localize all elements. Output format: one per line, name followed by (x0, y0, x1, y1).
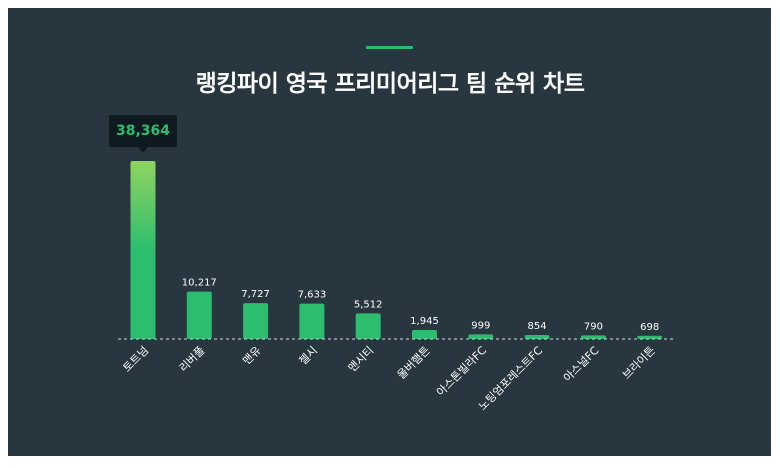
category-label: 아스널FC (561, 344, 602, 385)
category-label: 첼시 (297, 344, 321, 368)
bar-value-label: 999 (471, 320, 490, 331)
tooltip-pointer (138, 147, 148, 153)
category-label: 브라이튼 (620, 344, 658, 382)
bar-3[interactable] (299, 303, 325, 339)
category-label: 리버풀 (177, 344, 208, 375)
bar-value-label: 854 (528, 321, 547, 332)
bar-6[interactable] (468, 334, 494, 339)
category-label: 맨시티 (346, 344, 377, 375)
bar-value-label: 1,945 (410, 316, 439, 327)
bar-value-label: 7,633 (298, 290, 327, 301)
bar-value-label: 10,217 (182, 278, 217, 289)
bar-1[interactable] (186, 291, 212, 339)
bar-4[interactable] (355, 313, 381, 339)
max-value-tooltip: 38,364 (109, 115, 177, 147)
category-label: 맨유 (240, 344, 264, 368)
bar-7[interactable] (524, 335, 550, 339)
category-label: 울버햄튼 (395, 344, 433, 382)
bar-8[interactable] (580, 335, 606, 339)
tooltip-value: 38,364 (115, 123, 171, 139)
bar-value-label: 698 (640, 322, 659, 333)
bar-value-label: 790 (584, 321, 603, 332)
bar-2[interactable] (243, 303, 269, 339)
bar-0[interactable] (130, 161, 156, 339)
bar-value-label: 7,727 (241, 289, 270, 300)
bar-9[interactable] (637, 335, 663, 339)
category-label: 아스톤빌라FC (434, 344, 489, 399)
title-accent-line (366, 46, 413, 49)
chart-title: 랭킹파이 영국 프리미어리그 팀 순위 차트 (195, 71, 585, 97)
category-label: 토트넘 (120, 344, 151, 375)
bar-value-label: 5,512 (354, 299, 383, 310)
bar-5[interactable] (412, 329, 437, 339)
